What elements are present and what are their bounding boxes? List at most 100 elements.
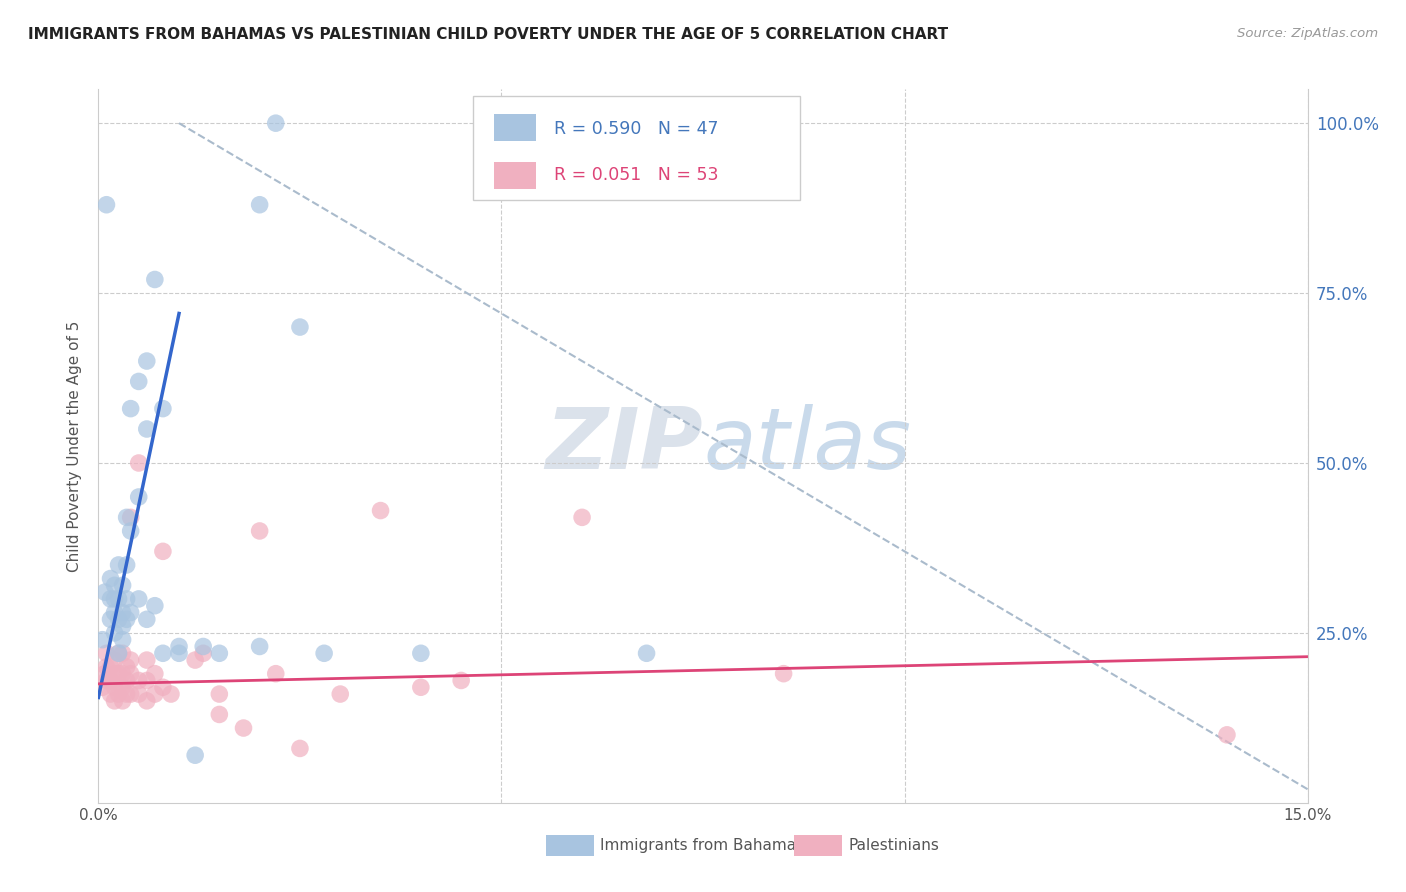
Point (120, 687, 142, 701)
Point (107, 646, 129, 660)
Point (111, 619, 134, 633)
Point (128, 490, 150, 504)
Y-axis label: Child Poverty Under the Age of 5: Child Poverty Under the Age of 5 (67, 320, 83, 572)
Text: Immigrants from Bahamas: Immigrants from Bahamas (600, 838, 804, 853)
FancyBboxPatch shape (546, 835, 595, 856)
Point (128, 456, 150, 470)
Point (100, 591, 122, 606)
Point (128, 591, 150, 606)
Point (409, 680, 432, 694)
Point (103, 694, 125, 708)
Point (184, 653, 207, 667)
Point (100, 687, 122, 701)
Point (135, 612, 157, 626)
Point (143, 272, 166, 286)
Point (96, 198, 118, 212)
Point (143, 687, 166, 701)
Point (135, 673, 157, 688)
Point (120, 510, 142, 524)
Point (143, 666, 166, 681)
Point (329, 687, 352, 701)
Point (111, 694, 134, 708)
Point (264, 666, 287, 681)
Point (208, 707, 231, 722)
Point (100, 612, 122, 626)
Point (152, 401, 174, 416)
FancyBboxPatch shape (494, 162, 536, 189)
Point (100, 660, 122, 674)
Point (103, 666, 125, 681)
Point (96, 646, 118, 660)
Point (103, 653, 125, 667)
Point (152, 646, 174, 660)
Point (111, 578, 134, 592)
Point (111, 680, 134, 694)
Point (107, 687, 129, 701)
Point (1216, 728, 1239, 742)
Point (193, 640, 215, 654)
Text: Source: ZipAtlas.com: Source: ZipAtlas.com (1237, 27, 1378, 40)
Point (115, 591, 138, 606)
Point (120, 524, 142, 538)
Text: R = 0.051   N = 53: R = 0.051 N = 53 (554, 166, 718, 184)
Text: Palestinians: Palestinians (848, 838, 939, 853)
Point (100, 572, 122, 586)
Point (107, 612, 129, 626)
Point (128, 375, 150, 389)
Point (135, 653, 157, 667)
Point (143, 599, 166, 613)
Point (91, 680, 114, 694)
Point (128, 687, 150, 701)
Point (772, 666, 794, 681)
Point (184, 748, 207, 763)
Text: ZIP: ZIP (546, 404, 703, 488)
Point (111, 646, 134, 660)
Point (91, 632, 114, 647)
Point (103, 606, 125, 620)
Point (111, 606, 134, 620)
Point (128, 673, 150, 688)
Point (135, 422, 157, 436)
Point (249, 524, 271, 538)
Point (193, 646, 215, 660)
Point (409, 646, 432, 660)
Point (96, 660, 118, 674)
Point (111, 666, 134, 681)
Point (208, 687, 231, 701)
Point (111, 632, 134, 647)
Point (264, 116, 287, 130)
Text: atlas: atlas (703, 404, 911, 488)
Point (96, 673, 118, 688)
Point (103, 578, 125, 592)
Point (94, 666, 117, 681)
FancyBboxPatch shape (793, 835, 842, 856)
Text: R = 0.590   N = 47: R = 0.590 N = 47 (554, 120, 718, 137)
Point (107, 666, 129, 681)
Point (100, 673, 122, 688)
Point (249, 640, 271, 654)
FancyBboxPatch shape (494, 113, 536, 141)
Point (115, 660, 138, 674)
Point (115, 510, 138, 524)
Point (120, 401, 142, 416)
Point (115, 612, 138, 626)
Point (249, 198, 271, 212)
Point (120, 606, 142, 620)
Point (115, 673, 138, 688)
Point (288, 741, 311, 756)
Point (120, 653, 142, 667)
Point (135, 694, 157, 708)
Point (636, 646, 658, 660)
Point (115, 687, 138, 701)
Point (107, 646, 129, 660)
Point (103, 591, 125, 606)
Point (208, 646, 231, 660)
Point (450, 673, 472, 688)
Point (160, 687, 183, 701)
Point (314, 646, 336, 660)
Point (115, 558, 138, 572)
Point (107, 558, 129, 572)
Text: IMMIGRANTS FROM BAHAMAS VS PALESTINIAN CHILD POVERTY UNDER THE AGE OF 5 CORRELAT: IMMIGRANTS FROM BAHAMAS VS PALESTINIAN C… (28, 27, 948, 42)
Point (167, 646, 190, 660)
Point (167, 640, 190, 654)
